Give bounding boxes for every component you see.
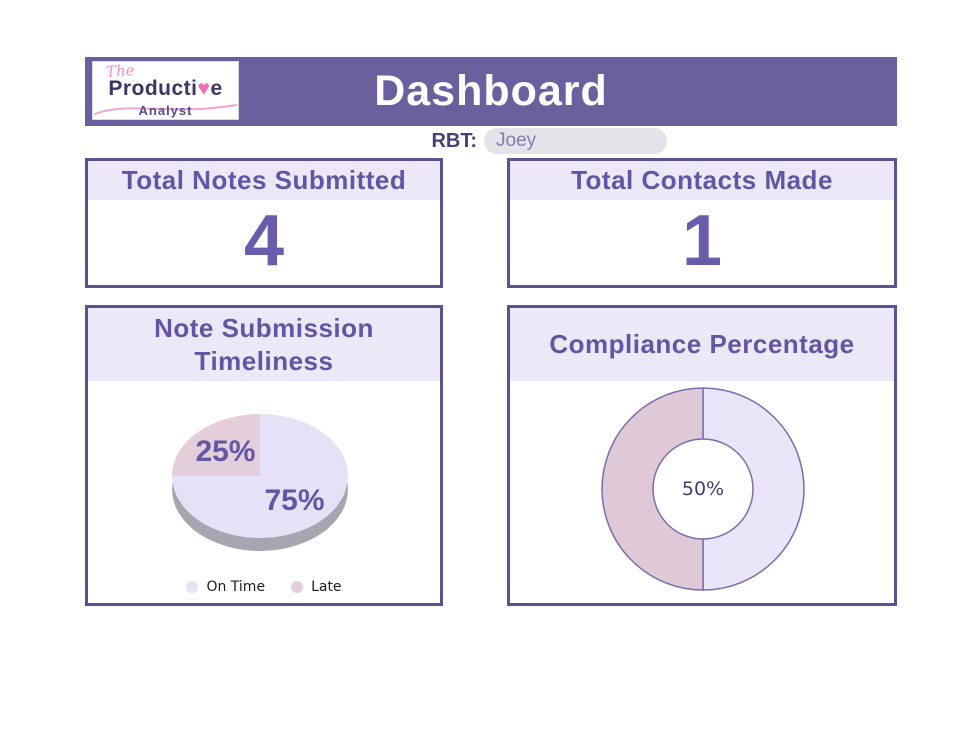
legend-item-on-time: On Time	[186, 579, 265, 595]
logo: The Producti♥e Analyst	[92, 61, 239, 120]
header-banner: Dashboard The Producti♥e Analyst	[85, 57, 897, 126]
legend-label: Late	[311, 579, 342, 595]
donut-center-label: 50%	[682, 478, 724, 500]
logo-word-head: Producti	[108, 77, 198, 100]
legend-dot-icon	[291, 581, 304, 593]
card-total-contacts-title: Total Contacts Made	[571, 165, 833, 195]
total-notes-value: 4	[243, 201, 285, 281]
card-timeliness-title: Note Submission Timeliness	[154, 312, 374, 376]
legend-label: On Time	[206, 579, 266, 595]
pie-legend: On Time Late	[88, 579, 440, 595]
logo-wordmark: Producti♥e	[93, 77, 238, 101]
rbt-label: RBT:	[431, 130, 477, 152]
legend-item-late: Late	[291, 579, 342, 595]
card-total-contacts: Total Contacts Made 1	[507, 158, 897, 288]
card-total-contacts-header: Total Contacts Made	[510, 161, 894, 200]
compliance-donut-chart[interactable]: 50%	[510, 381, 894, 602]
card-compliance-header: Compliance Percentage	[510, 308, 894, 381]
card-compliance: Compliance Percentage 50%	[507, 305, 897, 606]
pie-data-label: 75%	[265, 484, 325, 517]
card-total-notes-title: Total Notes Submitted	[121, 165, 407, 195]
page-title: Dashboard	[374, 67, 608, 115]
logo-word-tail: e	[210, 77, 223, 100]
heart-icon: ♥	[197, 77, 211, 100]
logo-subtitle: Analyst	[138, 103, 193, 118]
card-total-notes-header: Total Notes Submitted	[88, 161, 440, 200]
legend-dot-icon	[186, 581, 199, 593]
card-timeliness: Note Submission Timeliness 75% 25% On Tim…	[85, 305, 443, 606]
timeliness-chart-area: 75% 25% On Time Late	[88, 381, 440, 603]
timeliness-pie-chart[interactable]: 75% 25%	[88, 381, 440, 602]
card-total-notes: Total Notes Submitted 4	[85, 158, 443, 288]
compliance-chart-area: 50%	[510, 381, 894, 603]
logo-swoosh-icon	[94, 104, 237, 115]
rbt-name-input[interactable]	[484, 128, 667, 154]
donut-slice-1[interactable]	[601, 387, 704, 591]
total-contacts-value: 1	[681, 201, 723, 281]
pie-slice-late[interactable]	[172, 414, 260, 476]
donut-slice-0[interactable]	[702, 387, 805, 591]
pie-data-label: 25%	[195, 435, 255, 468]
card-timeliness-header: Note Submission Timeliness	[88, 308, 440, 381]
card-compliance-title: Compliance Percentage	[549, 329, 855, 359]
